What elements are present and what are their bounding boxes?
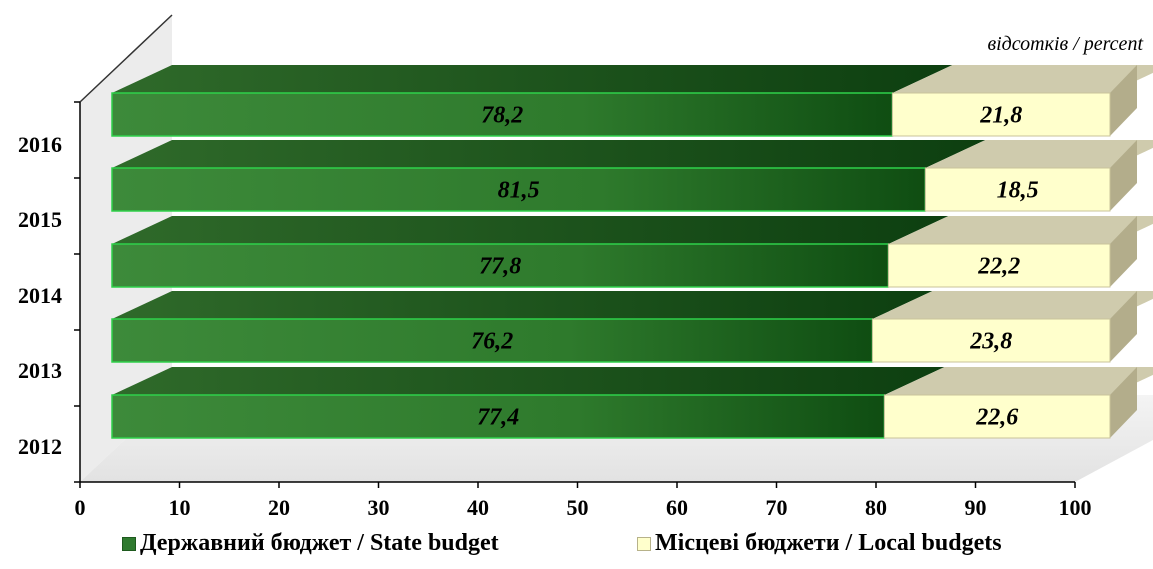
chart-depth-edge — [79, 14, 173, 103]
bar-state-top — [112, 140, 986, 168]
bar-state-top — [112, 291, 933, 319]
bar-state-top — [112, 65, 953, 93]
x-tick-label: 30 — [368, 495, 390, 520]
x-tick-label: 90 — [965, 495, 987, 520]
legend-label-local: Місцеві бюджети / Local budgets — [655, 530, 1002, 556]
bar-local-side — [1110, 65, 1137, 136]
bar-local-side — [1110, 140, 1137, 211]
y-tick-label: 2013 — [18, 358, 62, 383]
unit-note: відсотків / percent — [987, 33, 1143, 55]
bar-local-top — [888, 216, 1153, 244]
x-tick-label: 50 — [567, 495, 589, 520]
axes-layer: 2016 2015 2014 2013 2012 0 10 20 30 40 50 60 70 80 90 1… — [18, 101, 1092, 520]
bar-local — [883, 394, 1111, 439]
bar-local-side — [1110, 367, 1137, 438]
x-tick-label: 20 — [268, 495, 290, 520]
bar-local-top — [872, 291, 1153, 319]
x-tick-label: 0 — [75, 495, 86, 520]
legend-item-local: Місцеві бюджети / Local budgets — [637, 530, 1002, 557]
legend-label-state: Державний бюджет / State budget — [140, 530, 499, 556]
data-label-state: 78,2 — [481, 103, 523, 129]
bars-layer: 78,2 21,8 81,5 18,5 77,8 22,2 76,2 23,8 77,4 22,6 — [111, 65, 1153, 439]
bar-state — [111, 318, 874, 363]
legend-swatch-state — [122, 536, 136, 551]
legend: Державний бюджет / State budget Місцеві … — [0, 530, 1153, 562]
bar-state-top — [112, 367, 945, 395]
bar-local-top — [884, 367, 1153, 395]
bar-local-top — [925, 140, 1153, 168]
x-tick-label: 100 — [1059, 495, 1092, 520]
x-tick-label: 70 — [766, 495, 788, 520]
bar-local — [887, 243, 1111, 288]
data-label-local: 22,6 — [975, 405, 1018, 431]
data-label-state: 77,4 — [477, 405, 519, 431]
x-tick-label: 10 — [169, 495, 191, 520]
x-tick-label: 80 — [865, 495, 887, 520]
y-tick-label: 2015 — [18, 207, 62, 232]
data-label-state: 76,2 — [471, 329, 513, 355]
data-label-local: 23,8 — [969, 329, 1012, 355]
bar-local-side — [1110, 291, 1137, 362]
y-tick-label: 2014 — [18, 283, 62, 308]
legend-item-state: Державний бюджет / State budget — [122, 530, 499, 557]
bar-local-side — [1110, 216, 1137, 287]
data-label-state: 81,5 — [498, 178, 540, 204]
bar-state — [111, 394, 886, 439]
data-label-local: 18,5 — [997, 178, 1039, 204]
x-tick-label: 60 — [666, 495, 688, 520]
bar-local — [891, 92, 1111, 137]
bar-state-top — [112, 216, 949, 244]
data-label-local: 22,2 — [977, 254, 1020, 280]
x-tick-label: 40 — [467, 495, 489, 520]
y-tick-label: 2016 — [18, 132, 62, 157]
data-label-local: 21,8 — [979, 103, 1022, 129]
data-label-state: 77,8 — [479, 254, 521, 280]
bar-local — [871, 318, 1111, 363]
bar-local-top — [892, 65, 1153, 93]
legend-swatch-local — [637, 536, 651, 551]
y-tick-label: 2012 — [18, 434, 62, 459]
bar-state — [111, 167, 927, 212]
bar-state — [111, 92, 894, 137]
bar-local — [924, 167, 1111, 212]
